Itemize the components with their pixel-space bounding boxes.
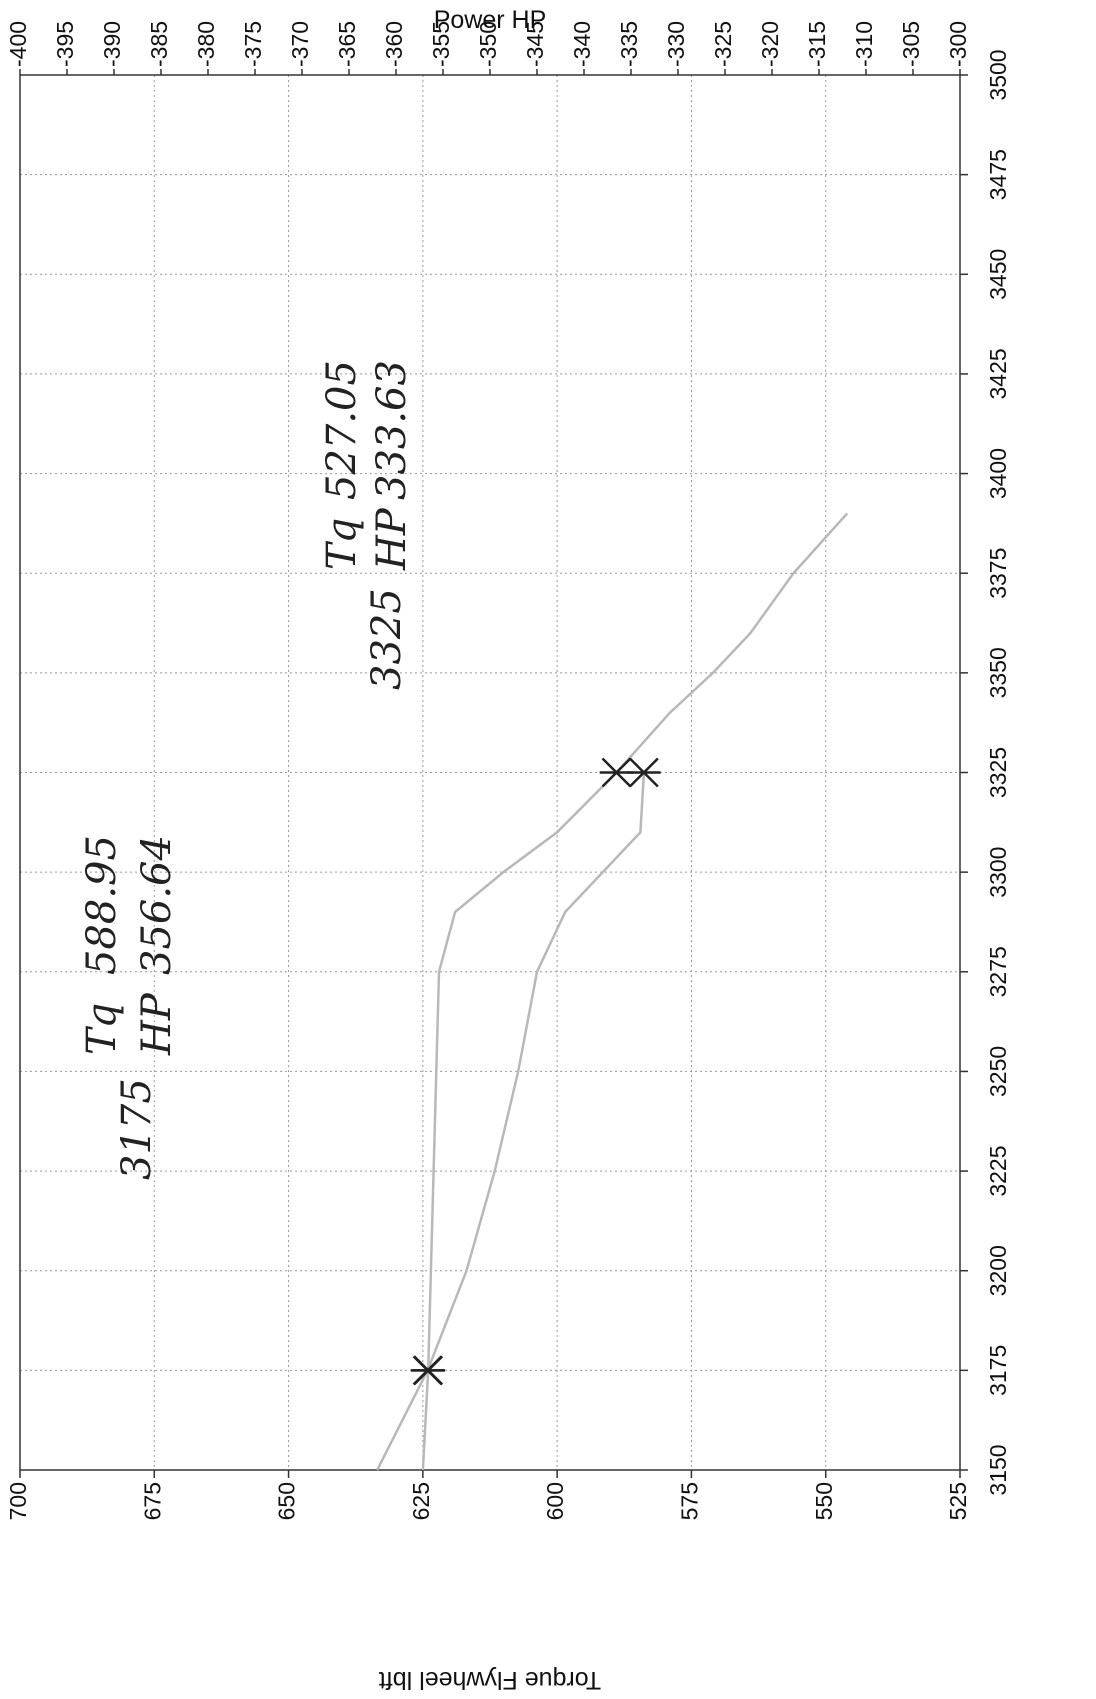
- power-tick-label: -315: [804, 21, 830, 67]
- power-tick-label: -345: [522, 21, 548, 67]
- rpm-tick-label: 3375: [985, 548, 1011, 599]
- annotation-hp-value: 356.64: [134, 835, 180, 975]
- power-tick-label: -400: [5, 21, 31, 67]
- power-tick-label: -380: [193, 21, 219, 67]
- power-tick-label: -395: [52, 21, 78, 67]
- rpm-tick-label: 3150: [985, 1444, 1011, 1495]
- power-tick-label: -305: [898, 21, 924, 67]
- torque-tick-label: 625: [408, 1482, 434, 1520]
- annotation-3325: 3325 Tq 527.05 HP 333.63: [319, 360, 415, 690]
- annotation-hp-label: HP: [369, 507, 415, 571]
- torque-curve: [421, 512, 849, 1471]
- rpm-tick-label: 3175: [985, 1345, 1011, 1396]
- power-axis-title: Power HP: [434, 6, 547, 34]
- power-tick-label: -330: [663, 21, 689, 67]
- rpm-tick-label: 3400: [985, 448, 1011, 499]
- torque-tick-label: 675: [139, 1482, 165, 1520]
- rpm-tick-label: 3225: [985, 1145, 1011, 1196]
- torque-tick-label: 525: [945, 1482, 971, 1520]
- torque-tick-label: 600: [542, 1482, 568, 1520]
- annotation-hp-value: 333.63: [369, 360, 415, 500]
- rpm-tick-label: 3475: [985, 149, 1011, 200]
- annotation-tq-label: Tq: [79, 1003, 125, 1055]
- power-tick-label: -340: [569, 21, 595, 67]
- rpm-tick-label: 3500: [985, 49, 1011, 100]
- power-tick-label: -320: [757, 21, 783, 67]
- curves: [376, 512, 849, 1471]
- power-tick-label: -370: [287, 21, 313, 67]
- rpm-tick-label: 3200: [985, 1245, 1011, 1296]
- torque-tick-labels: 700 675 650 625 600 575 550 525: [5, 1470, 971, 1520]
- markers: [410, 757, 661, 1386]
- power-marker-3325: [627, 757, 661, 788]
- grid-lines: [19, 74, 961, 1471]
- rpm-tick-labels: 3150 3175 3200 3225 3250 3275 3300 3325 3350 3375…: [960, 49, 1011, 1496]
- annotation-rpm: 3325: [364, 588, 410, 690]
- power-tick-label: -300: [945, 21, 971, 67]
- annotation-hp-label: HP: [134, 992, 180, 1056]
- power-tick-labels: -400 -395 -390 -385 -380 -375 -370 -365 -360 -355…: [5, 21, 971, 75]
- torque-tick-label: 650: [274, 1482, 300, 1520]
- power-tick-label: -365: [334, 21, 360, 67]
- power-tick-label: -310: [851, 21, 877, 67]
- power-tick-label: -360: [381, 21, 407, 67]
- torque-tick-label: 575: [677, 1482, 703, 1520]
- torque-tick-label: 550: [811, 1482, 837, 1520]
- rpm-tick-label: 3425: [985, 348, 1011, 399]
- power-curve: [376, 772, 646, 1471]
- rpm-tick-label: 3250: [985, 1046, 1011, 1097]
- power-tick-label: -350: [475, 21, 501, 67]
- annotation-3175: 3175 Tq 588.95 HP 356.64: [79, 835, 180, 1180]
- annotation-tq-label: Tq: [319, 518, 365, 570]
- power-marker-3175: [410, 1355, 445, 1386]
- power-tick-label: -325: [710, 21, 736, 67]
- power-tick-label: -355: [428, 21, 454, 67]
- rpm-tick-label: 3275: [985, 946, 1011, 997]
- power-tick-label: -390: [99, 21, 125, 67]
- annotation-tq-value: 588.95: [79, 835, 125, 975]
- power-tick-label: -375: [240, 21, 266, 67]
- power-tick-label: -335: [616, 21, 642, 67]
- rpm-tick-label: 3325: [985, 747, 1011, 798]
- rpm-tick-label: 3450: [985, 249, 1011, 300]
- power-tick-label: -385: [146, 21, 172, 67]
- rpm-tick-label: 3350: [985, 647, 1011, 698]
- annotation-tq-value: 527.05: [319, 360, 365, 500]
- torque-axis-title: Torque Flywheel lbft: [379, 1666, 601, 1694]
- torque-tick-label: 700: [5, 1482, 31, 1520]
- annotation-rpm: 3175: [114, 1078, 160, 1180]
- rpm-tick-label: 3300: [985, 847, 1011, 898]
